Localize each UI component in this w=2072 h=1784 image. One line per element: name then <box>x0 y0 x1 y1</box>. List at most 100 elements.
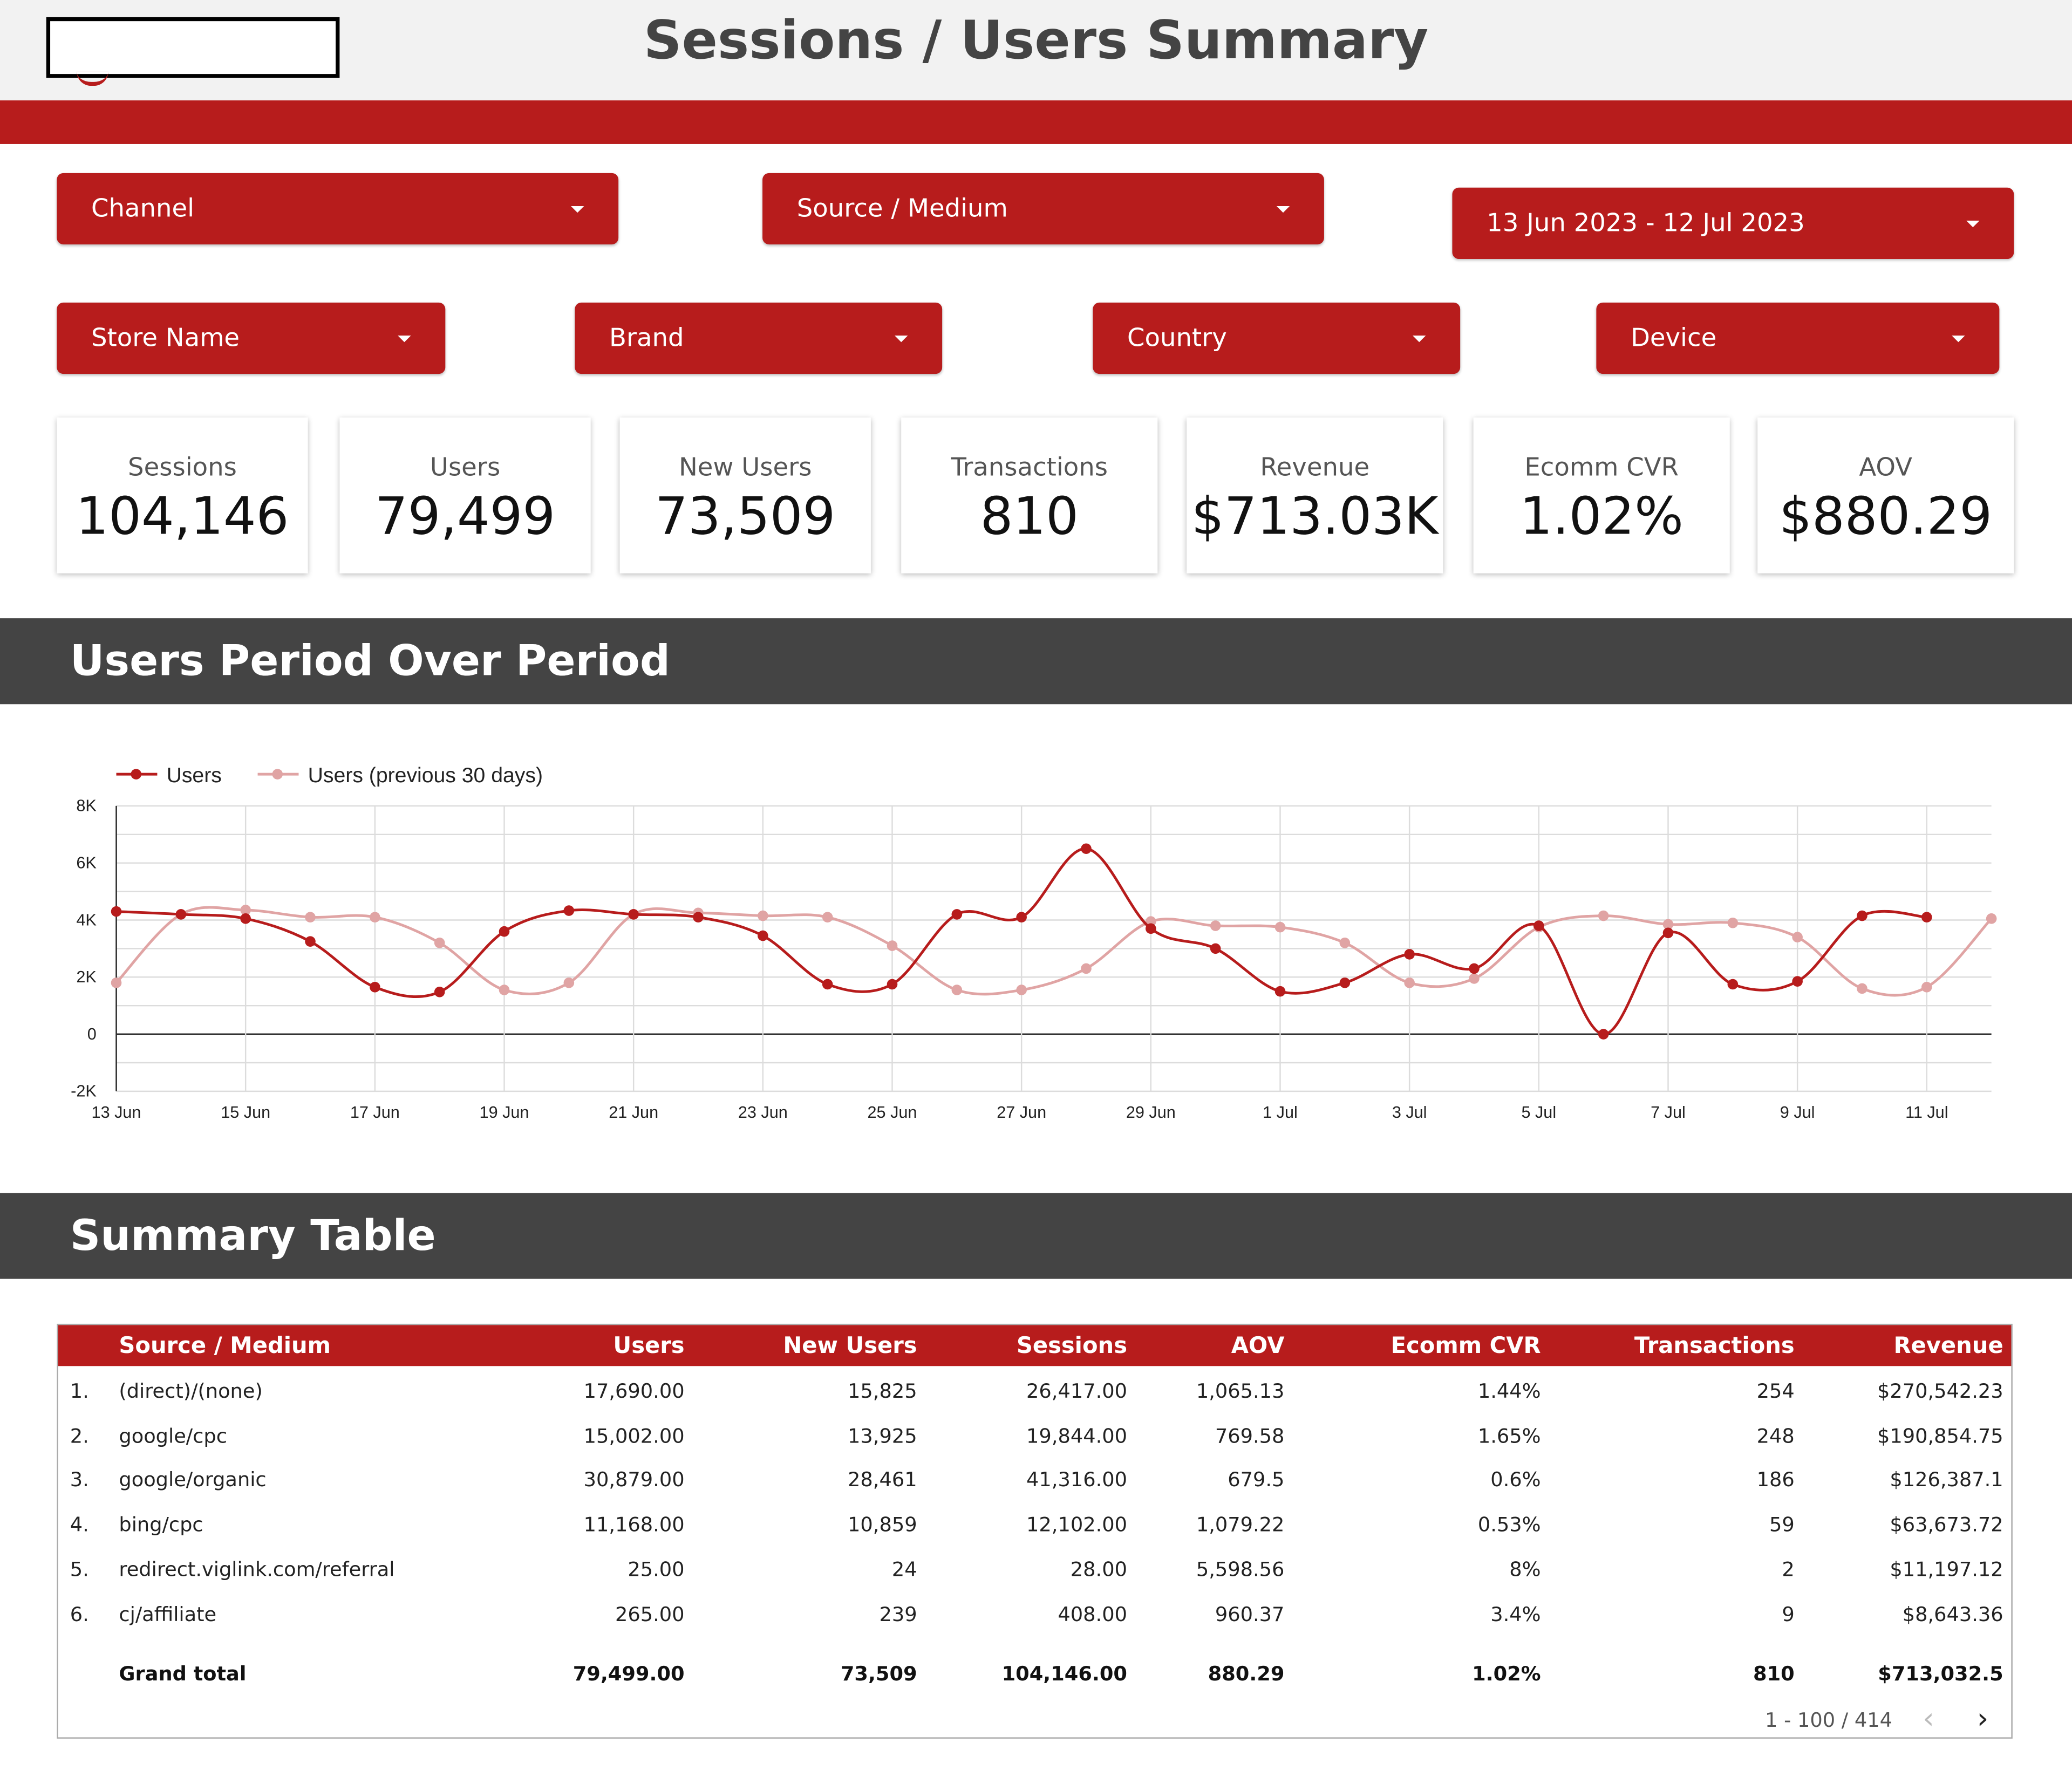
total-transactions: 810 <box>1753 1662 1795 1686</box>
device-filter-label: Device <box>1631 324 1717 353</box>
ecomm-cvr-cell: 1.65% <box>1477 1424 1541 1448</box>
x-tick-label: 3 Jul <box>1392 1103 1427 1122</box>
column-header-users[interactable]: Users <box>613 1333 685 1360</box>
legend-swatch-dot <box>272 769 283 780</box>
table-row[interactable]: 2. google/cpc 15,002.00 13,925 19,844.00 769.… <box>58 1416 2012 1461</box>
source-medium-cell: bing/cpc <box>119 1513 203 1537</box>
data-point-users <box>758 930 768 941</box>
column-header-aov[interactable]: AOV <box>1231 1333 1285 1360</box>
column-header-ecomm-cvr[interactable]: Ecomm CVR <box>1391 1333 1541 1360</box>
source-medium-filter-label: Source / Medium <box>796 194 1008 223</box>
dropdown-arrow-icon <box>1952 336 1965 343</box>
y-tick-label: 2K <box>76 968 97 986</box>
table-row[interactable]: 4. bing/cpc 11,168.00 10,859 12,102.00 1,079.… <box>58 1505 2012 1550</box>
kpi-label: New Users <box>678 453 812 482</box>
legend-label: Users <box>167 764 222 787</box>
kpi-value: 79,499 <box>374 487 556 547</box>
column-header-new-users[interactable]: New Users <box>783 1333 917 1360</box>
column-header-source-medium[interactable]: Source / Medium <box>119 1333 331 1360</box>
data-point-previous <box>1081 963 1092 974</box>
table-row[interactable]: 7. bing/organic 2,269.00 2,077 2,959.00 491.0… <box>58 1638 2012 1649</box>
table-row[interactable]: 5. redirect.viglink.com/referral 25.00 24 28… <box>58 1549 2012 1594</box>
table-row[interactable]: 6. cj/affiliate 265.00 239 408.00 960.37 3.4% 9… <box>58 1594 2012 1639</box>
device-filter[interactable]: Device <box>1596 302 2000 374</box>
kpi-label: AOV <box>1859 453 1913 482</box>
country-filter[interactable]: Country <box>1093 302 1461 374</box>
prev-page-icon[interactable]: ‹ <box>1923 1703 1934 1736</box>
data-point-previous <box>1274 921 1286 933</box>
data-point-previous <box>1662 919 1674 930</box>
total-sessions: 104,146.00 <box>1001 1662 1127 1686</box>
data-point-users <box>1662 927 1674 939</box>
dropdown-arrow-icon <box>570 206 584 213</box>
data-point-previous <box>1921 981 1932 993</box>
kpi-card-new-users: New Users 73,509 <box>619 417 871 573</box>
logo-redacted <box>46 17 340 86</box>
row-index: 6. <box>70 1602 89 1626</box>
aov-cell: 5,598.56 <box>1196 1557 1285 1581</box>
y-tick-label: -2K <box>71 1082 97 1101</box>
kpi-label: Sessions <box>128 453 237 482</box>
column-header-sessions[interactable]: Sessions <box>1016 1333 1127 1360</box>
new-users-cell: 13,925 <box>848 1424 917 1448</box>
kpi-value: 1.02% <box>1519 487 1684 547</box>
dropdown-arrow-icon <box>1966 220 1980 228</box>
column-header-transactions[interactable]: Transactions <box>1634 1333 1795 1360</box>
ecomm-cvr-cell: 0.66% <box>1478 1646 1541 1649</box>
legend-label: Users (previous 30 days) <box>308 764 543 787</box>
data-point-users <box>1598 1029 1609 1040</box>
transactions-cell: 254 <box>1756 1379 1795 1403</box>
sessions-cell: 26,417.00 <box>1026 1379 1127 1403</box>
channel-filter[interactable]: Channel <box>57 173 619 245</box>
sessions-cell: 2,959.00 <box>1039 1646 1127 1649</box>
y-tick-label: 4K <box>76 911 97 929</box>
next-page-icon[interactable]: › <box>1976 1703 1989 1736</box>
source-medium-cell: bing/organic <box>119 1646 242 1649</box>
aov-cell: 679.5 <box>1228 1468 1285 1492</box>
store-name-filter[interactable]: Store Name <box>57 302 446 374</box>
date-range-picker[interactable]: 13 Jun 2023 - 12 Jul 2023 <box>1452 187 2014 259</box>
table-header: Source / Medium Users New Users Sessions… <box>58 1325 2012 1366</box>
data-point-users <box>1016 912 1027 922</box>
data-point-previous <box>1986 913 1997 924</box>
revenue-cell: $126,387.1 <box>1890 1468 2003 1492</box>
column-header-revenue[interactable]: Revenue <box>1893 1333 2003 1360</box>
sessions-cell: 408.00 <box>1058 1602 1127 1626</box>
data-point-previous <box>1404 978 1415 988</box>
row-index: 7. <box>70 1646 89 1649</box>
source-medium-cell: redirect.viglink.com/referral <box>119 1557 395 1581</box>
aov-cell: 769.58 <box>1215 1424 1285 1448</box>
data-point-previous <box>370 912 380 922</box>
source-medium-filter[interactable]: Source / Medium <box>762 173 1324 245</box>
transactions-cell: 186 <box>1756 1468 1795 1492</box>
x-tick-label: 5 Jul <box>1521 1103 1556 1122</box>
revenue-cell: $63,673.72 <box>1890 1513 2003 1537</box>
section-header-table: Summary Table <box>0 1193 2072 1279</box>
data-point-previous <box>434 938 445 948</box>
ecomm-cvr-cell: 8% <box>1509 1557 1541 1581</box>
revenue-cell: $7,365.75 <box>1903 1646 2003 1649</box>
data-point-previous <box>887 940 898 951</box>
kpi-label: Transactions <box>951 453 1108 482</box>
data-point-previous <box>1598 910 1609 921</box>
data-point-users <box>240 913 251 924</box>
data-point-previous <box>1469 973 1480 984</box>
dropdown-arrow-icon <box>1276 206 1290 213</box>
new-users-cell: 10,859 <box>848 1513 917 1537</box>
data-point-users <box>175 909 187 920</box>
data-point-users <box>1404 949 1415 960</box>
table-row[interactable]: 1. (direct)/(none) 17,690.00 15,825 26,417.0… <box>58 1371 2012 1416</box>
new-users-cell: 24 <box>891 1557 917 1581</box>
source-medium-cell: google/organic <box>119 1468 267 1492</box>
page-title: Sessions / Users Summary <box>643 10 1429 72</box>
total-label: Grand total <box>119 1662 247 1686</box>
table-row[interactable]: 3. google/organic 30,879.00 28,461 41,316.00… <box>58 1460 2012 1505</box>
aov-cell: 1,065.13 <box>1196 1379 1285 1403</box>
data-point-previous <box>822 912 833 922</box>
brand-filter[interactable]: Brand <box>575 302 943 374</box>
aov-cell: 1,079.22 <box>1196 1513 1285 1537</box>
data-point-users <box>822 979 833 990</box>
ecomm-cvr-cell: 0.53% <box>1477 1513 1541 1537</box>
channel-filter-label: Channel <box>91 194 195 223</box>
kpi-value: 810 <box>980 487 1079 547</box>
